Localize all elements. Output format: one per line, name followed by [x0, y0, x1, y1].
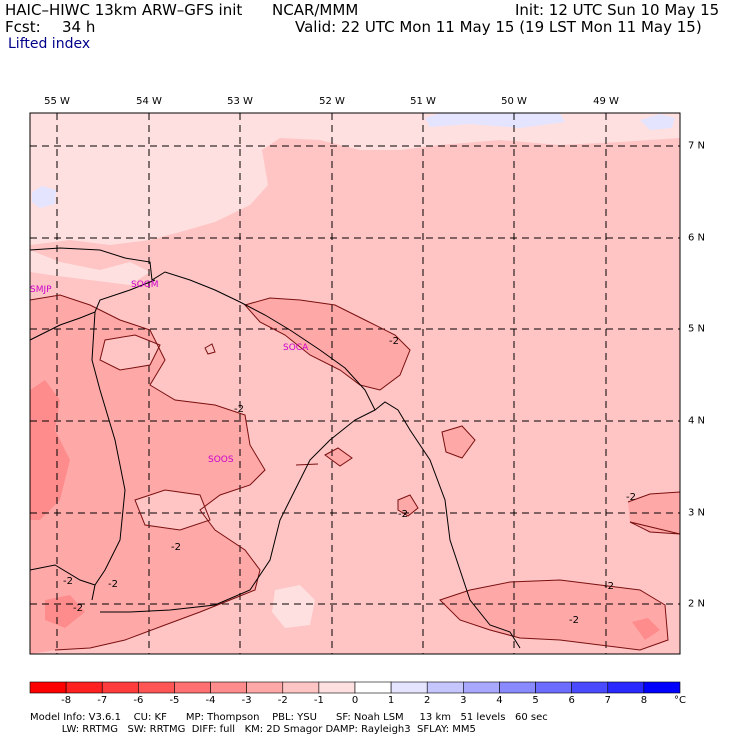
colorbar-cell [499, 681, 536, 694]
colorbar-tick-label: 0 [351, 695, 359, 706]
colorbar-cell [282, 681, 320, 694]
colorbar-tick-label: 4 [496, 695, 503, 706]
contour-label: -2 [626, 492, 636, 503]
lat-label-4n: 4 N [688, 415, 706, 427]
contour-lines [29, 294, 681, 651]
field-lighter-patch [135, 490, 210, 530]
colorbar-tick-label: 3 [460, 695, 467, 706]
colorbar-cell [246, 681, 284, 694]
model-title: HAIC–HIWC 13km ARW–GFS init [5, 1, 243, 19]
valid-time: Valid: 22 UTC Mon 11 May 15 (19 LST Mon … [295, 18, 702, 36]
field-positive-spot [640, 114, 675, 130]
station-label-sogm: SOGM [131, 280, 159, 290]
colorbar-tick-label: -1 [313, 695, 324, 706]
colorbar-tick-label: 8 [640, 695, 648, 706]
colorbar-cell [354, 681, 392, 694]
contour-label: -2 [171, 542, 181, 553]
colorbar-cell [390, 681, 428, 694]
colorbar-cell [571, 681, 609, 694]
field-minus3-west [30, 380, 70, 520]
lat-label-6n: 6 N [688, 232, 706, 244]
contour-label: -2 [398, 509, 408, 520]
field-name: Lifted index [8, 36, 91, 52]
field-positive-spot [425, 113, 565, 128]
colorbar-cell [607, 681, 645, 694]
lat-label-5n: 5 N [688, 323, 706, 335]
lat-label-2n: 2 N [688, 598, 706, 610]
colorbar-cell [174, 681, 211, 694]
contour-label: -2 [63, 576, 73, 587]
contour-label: -2 [108, 579, 118, 590]
lon-label-53w: 53 W [227, 96, 253, 107]
colorbar-cell [318, 681, 356, 694]
field-near-zero-patch [272, 585, 315, 628]
colorbar-tick-label: 6 [568, 695, 575, 706]
colorbar-tick-label: -5 [169, 695, 180, 706]
station-labels: SMJP SOGM SOCA SOOS [30, 280, 309, 465]
colorbar-tick-label: -6 [133, 695, 144, 706]
contour-label: -2 [234, 404, 244, 415]
model-info-line-2: LW: RRTMG SW: RRTMG DIFF: full KM: 2D Sm… [30, 724, 476, 735]
lon-label-50w: 50 W [501, 96, 527, 107]
forecast-label: Fcst: [5, 18, 41, 36]
forecast-hour: 34 h [62, 18, 96, 36]
colorbar-cell [463, 681, 500, 694]
field-near-zero-patch [30, 250, 150, 285]
lon-label-52w: 52 W [319, 96, 345, 107]
colorbar-tick-label: 2 [424, 695, 431, 706]
field-minus3-patch [45, 595, 85, 628]
lon-label-54w: 54 W [136, 96, 162, 107]
station-label-soca: SOCA [283, 343, 309, 353]
field-minus2-west [30, 295, 265, 654]
contour-label: -2 [389, 336, 399, 347]
contour-label: -2 [569, 615, 579, 626]
field-minus2-spot [442, 426, 475, 458]
field-minus2-southeast [440, 580, 668, 650]
field-minus2-coast [245, 298, 410, 390]
colorbar-cell [535, 681, 572, 694]
colorbar-tick-label: -4 [205, 695, 216, 706]
colorbar-tick-label: 7 [604, 695, 611, 706]
colorbar-unit: °C [674, 695, 686, 706]
lat-lon-grid [30, 113, 680, 654]
contour-label-group: -2 -2 -2 -2 -2 -2 -2 -2 -2 -2 [63, 336, 636, 626]
map-frame [29, 112, 681, 655]
contour-label: -2 [604, 581, 614, 592]
model-info-line-1: Model Info: V3.6.1 CU: KF MP: Thompson P… [30, 712, 548, 723]
colorbar-tick-label: -7 [97, 695, 108, 706]
colorbar-tick-label: -3 [241, 695, 252, 706]
field-lighter-patch [100, 335, 160, 370]
coastlines-borders [29, 247, 521, 649]
lon-label-55w: 55 W [44, 96, 70, 107]
colorbar-tick-label: 1 [387, 695, 395, 706]
colorbar-cell [101, 681, 139, 694]
colorbar-cell [210, 681, 247, 694]
lon-label-49w: 49 W [593, 96, 619, 107]
lon-label-51w: 51 W [410, 96, 436, 107]
colorbar-tick-label: -8 [61, 695, 72, 706]
lat-label-7n: 7 N [688, 140, 706, 152]
contour-label: -2 [73, 603, 83, 614]
org-label: NCAR/MMM [272, 1, 359, 19]
colorbar-tick-label: 5 [532, 695, 539, 706]
lat-label-3n: 3 N [688, 507, 706, 519]
station-label-smjp: SMJP [30, 285, 52, 295]
init-time: Init: 12 UTC Sun 10 May 15 [515, 1, 720, 19]
colorbar-cell [426, 681, 464, 694]
colorbar-cell [643, 681, 681, 694]
colorbar-cell [65, 681, 103, 694]
field-minus3-patch [632, 618, 660, 640]
colorbar-cell [138, 681, 175, 694]
station-label-soos: SOOS [208, 455, 234, 465]
colorbar-cell [29, 681, 67, 694]
colorbar-tick-label: -2 [277, 695, 288, 706]
colorbar [29, 681, 681, 694]
field-positive-spot [32, 186, 56, 208]
